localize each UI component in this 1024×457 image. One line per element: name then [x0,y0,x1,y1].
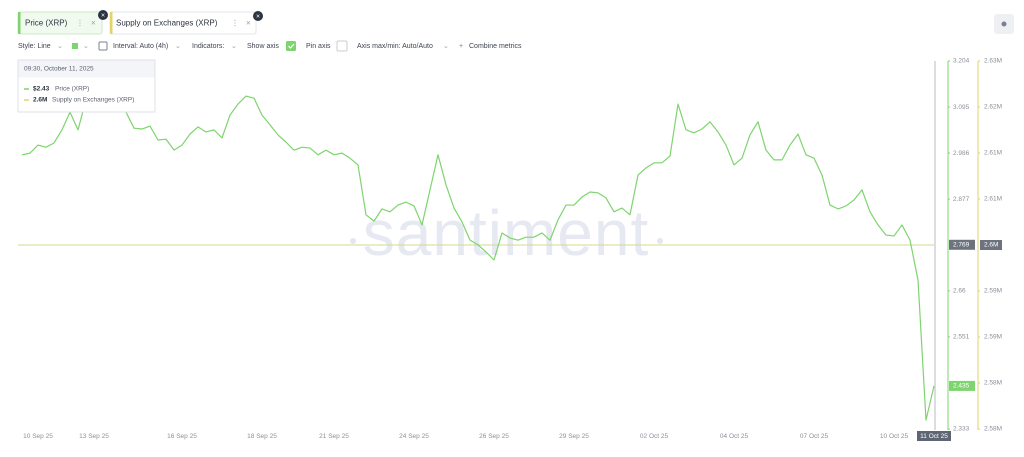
watermark-dot [657,238,663,244]
x-tick-label: 04 Oct 25 [720,433,749,440]
y-tick-label: 3.204 [953,58,970,65]
y-tick-label: 2.66 [953,288,966,295]
x-tick-label: 11 Oct 25 [920,433,948,440]
y2-tick-label: 2.62M [984,104,1002,111]
tooltip-name: Supply on Exchanges (XRP) [52,97,134,104]
tab-accent [110,12,113,34]
pin-axis-checkbox[interactable] [336,40,348,52]
x-tick-label: 18 Sep 25 [247,433,277,440]
show-axis-checkbox[interactable] [286,41,296,51]
y-tick-label: 3.095 [953,104,970,111]
tooltip: 09:30, October 11, 2025 $2.43 Price (XRP… [17,59,156,113]
remove-icon[interactable] [253,11,263,21]
crosshair-y-box [949,239,975,250]
y2-tick-label: 2.59M [984,288,1002,295]
series-line [21,74,935,421]
tab-label: Supply on Exchanges (XRP) [116,19,218,28]
y-tick-label: 2.877 [953,196,970,203]
x-tick-label: 13 Sep 25 [79,433,109,440]
crosshair-y-label: 2.769 [953,242,970,249]
x-tick-label: 26 Sep 25 [479,433,509,440]
x-tick-label: 29 Sep 25 [559,433,589,440]
crosshair-y2-label: 2.6M [984,242,998,249]
y2-tick-label: 2.63M [984,58,1002,65]
watermark-dot [350,238,356,244]
tab-accent [18,12,21,34]
axis-minmax-select[interactable]: Axis max/min: Auto/Auto [357,43,433,50]
x-tick-label: 07 Oct 25 [800,433,829,440]
check-mark [288,43,295,49]
remove-icon[interactable] [98,10,108,20]
y2-tick-label: 2.61M [984,150,1002,157]
x-crosshair-label-box [917,431,951,441]
pin-axis-label: Pin axis [306,43,331,50]
watermark: santiment [363,197,649,269]
chevron: ⌄ [57,43,63,50]
tab-label: Price (XRP) [25,19,68,28]
x-tick-label: 10 Sep 25 [23,433,53,440]
x-tick-label: 10 Oct 25 [880,433,909,440]
y-tick-label: 2.551 [953,334,970,341]
last-value-label: 2.435 [953,383,970,390]
y2-tick-label: 2.58M [984,380,1002,387]
y-tick-label: 2.333 [953,426,970,433]
interval-select[interactable]: Interval: Auto (4h) [113,43,168,50]
tooltip-name: Price (XRP) [55,86,89,93]
settings-icon [1001,21,1007,27]
tab-menu[interactable]: ⋮ [76,19,84,28]
y2-tick-label: 2.59M [984,334,1002,341]
crosshair-y2-box [980,240,1002,250]
x-tick-label: 24 Sep 25 [399,433,429,440]
plot: 3.204 3.095 2.986 2.877 2.66 2.551 2.333 2.63M 2… [18,58,1002,441]
color-swatch[interactable] [72,43,78,49]
tooltip-value: $2.43 [33,86,50,93]
plus-icon: + [459,43,463,50]
tab-menu[interactable]: ⋮ [231,19,239,28]
chevron: ⌄ [231,43,237,50]
y-tick-label: 2.986 [953,150,970,157]
combine-metrics-button[interactable]: Combine metrics [469,43,522,50]
tooltip-header [18,60,155,78]
tab-close[interactable]: × [91,19,96,28]
y2-tick-label: 2.61M [984,196,1002,203]
tab-close[interactable]: × [246,19,251,28]
style-select[interactable]: Style: Line [18,43,51,50]
chevron: ⌄ [443,43,449,50]
remove-glyph: × [256,13,260,20]
calendar-icon [98,41,108,51]
remove-glyph: × [101,12,105,19]
x-tick-label: 16 Sep 25 [167,433,197,440]
x-tick-label: 02 Oct 25 [640,433,669,440]
y2-tick-label: 2.58M [984,426,1002,433]
show-axis-label: Show axis [247,43,279,50]
last-value-box [949,380,975,391]
chevron: ⌄ [175,43,181,50]
tooltip-time: 09:30, October 11, 2025 [24,66,94,73]
chevron: ⌄ [83,43,89,50]
tooltip-value: 2.6M [33,97,47,104]
x-tick-label: 21 Sep 25 [319,433,349,440]
indicators-select[interactable]: Indicators: [192,43,224,50]
